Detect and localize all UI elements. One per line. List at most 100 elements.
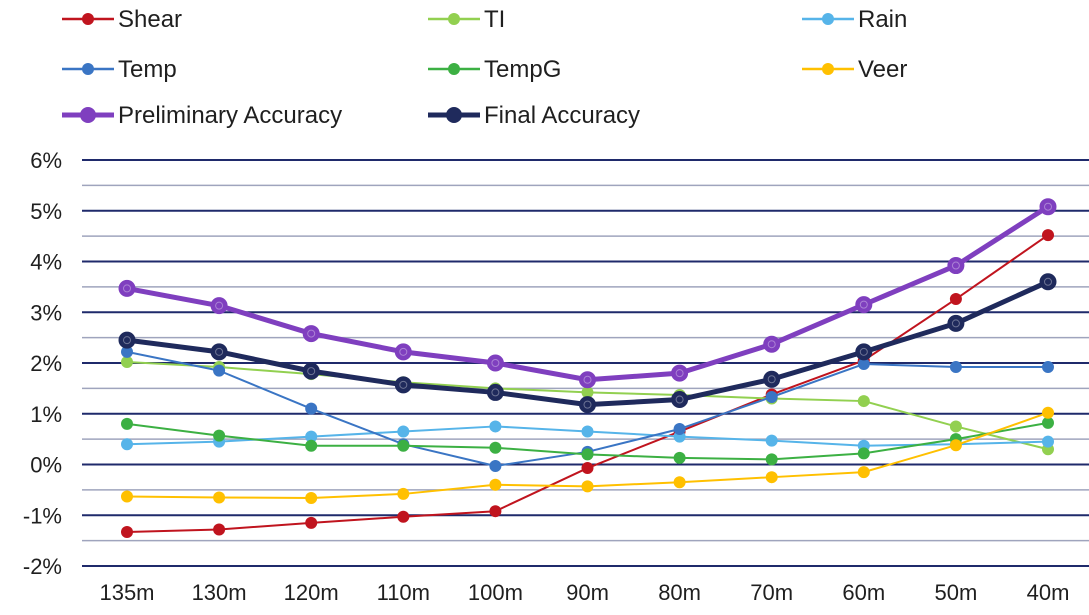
y-tick-label: -2% — [23, 554, 62, 579]
data-point — [673, 476, 686, 489]
legend-item-preliminary-accuracy: Preliminary Accuracy — [62, 102, 342, 129]
legend-label: Final Accuracy — [484, 102, 640, 129]
legend-item-rain: Rain — [802, 6, 907, 33]
data-point — [489, 420, 502, 433]
x-tick-label: 100m — [468, 580, 523, 605]
data-point — [947, 257, 965, 275]
data-point — [857, 358, 870, 371]
y-tick-label: 4% — [30, 250, 62, 275]
x-axis: 135m 130m 120m 110m 100m 90m 80m 70m 60m 50m 40m — [99, 580, 1069, 605]
data-point — [121, 417, 133, 430]
legend-item-shear: Shear — [62, 6, 182, 33]
series-rain — [121, 420, 1054, 452]
x-tick-label: 60m — [842, 580, 885, 605]
data-point-highlight — [1044, 202, 1052, 211]
data-point — [305, 439, 318, 452]
data-point — [121, 355, 133, 368]
y-tick-label: -1% — [23, 503, 62, 528]
data-point-highlight — [583, 375, 592, 384]
data-point — [581, 462, 594, 475]
legend-marker — [448, 13, 460, 25]
data-point — [1039, 198, 1057, 216]
legend-item-final-accuracy: Final Accuracy — [428, 102, 640, 129]
data-point-highlight — [307, 329, 316, 338]
data-point — [302, 325, 320, 343]
data-point-highlight — [859, 300, 868, 309]
data-point — [949, 293, 962, 306]
data-point — [671, 364, 689, 382]
data-point — [486, 354, 504, 372]
legend-label: Veer — [858, 56, 907, 83]
data-point-highlight — [859, 347, 868, 356]
series-preliminary-accuracy — [118, 198, 1057, 389]
series-layer — [118, 198, 1057, 538]
legend: Shear TI Rain Temp TempG Veer Preliminary Accu… — [62, 6, 907, 129]
series-veer — [121, 406, 1054, 504]
x-tick-label: 110m — [377, 580, 430, 605]
data-point — [673, 422, 686, 435]
y-axis: -2% -1% 0% 1% 2% 3% 4% 5% 6% — [23, 148, 62, 579]
data-point-highlight — [491, 388, 500, 397]
y-tick-label: 0% — [30, 453, 62, 478]
data-point-highlight — [399, 347, 408, 356]
data-point — [765, 391, 778, 404]
legend-label: TempG — [484, 56, 561, 83]
legend-label: Temp — [118, 56, 177, 83]
data-point — [855, 343, 873, 361]
x-tick-label: 135m — [99, 580, 154, 605]
data-point — [213, 429, 226, 442]
legend-marker — [448, 63, 460, 75]
data-point-highlight — [123, 284, 131, 293]
data-point — [118, 279, 136, 297]
x-tick-label: 120m — [284, 580, 339, 605]
data-point — [857, 447, 870, 460]
data-point — [397, 439, 410, 452]
data-point — [305, 430, 318, 443]
gridlines — [82, 159, 1089, 567]
data-point-highlight — [675, 369, 684, 378]
data-point — [579, 396, 596, 414]
x-tick-label: 80m — [658, 580, 701, 605]
data-point-highlight — [307, 367, 316, 376]
legend-item-ti: TI — [428, 6, 505, 33]
x-tick-label: 130m — [192, 580, 247, 605]
y-tick-label: 5% — [30, 199, 62, 224]
x-tick-label: 50m — [935, 580, 978, 605]
data-point — [305, 516, 318, 529]
data-point — [305, 402, 318, 415]
legend-item-temp: Temp — [62, 56, 177, 83]
data-point — [949, 361, 962, 374]
data-point — [305, 491, 318, 504]
data-point — [397, 487, 410, 500]
x-tick-label: 40m — [1027, 580, 1070, 605]
data-point — [121, 345, 133, 358]
y-tick-label: 2% — [30, 351, 62, 376]
legend-marker — [446, 107, 462, 123]
data-point — [1039, 273, 1057, 291]
data-point-highlight — [123, 336, 131, 345]
data-point — [581, 480, 594, 493]
data-point — [855, 296, 873, 314]
data-point-highlight — [951, 319, 960, 328]
data-point — [579, 371, 596, 389]
y-tick-label: 3% — [30, 300, 62, 325]
data-point — [394, 343, 412, 361]
data-point — [121, 525, 133, 538]
data-point-highlight — [583, 400, 592, 409]
data-point — [489, 505, 502, 518]
data-point — [763, 335, 781, 353]
data-point — [213, 491, 226, 504]
data-point — [394, 376, 412, 394]
series-line — [126, 204, 1050, 383]
data-point — [765, 434, 778, 447]
data-point — [947, 314, 965, 332]
data-point — [489, 478, 502, 491]
data-point — [581, 386, 594, 399]
data-point-highlight — [215, 301, 224, 310]
y-tick-label: 6% — [30, 148, 62, 173]
data-point — [397, 510, 410, 523]
data-point — [765, 453, 778, 466]
legend-label: Preliminary Accuracy — [118, 102, 342, 129]
data-point — [1042, 416, 1054, 429]
